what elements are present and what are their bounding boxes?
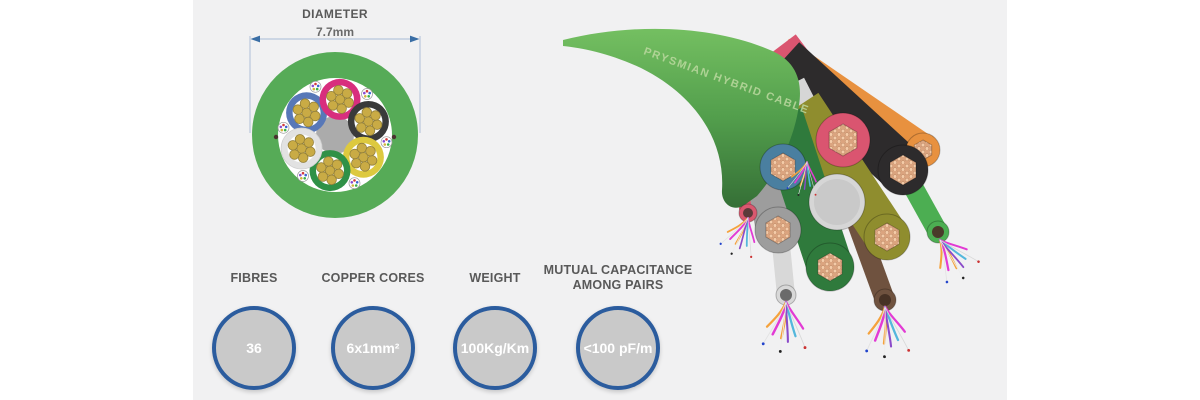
spec-circle: 100Kg/Km [453, 306, 537, 390]
spec-label: FIBRES [230, 270, 278, 285]
diameter-label: DIAMETER [302, 7, 368, 21]
cap-pink [815, 112, 871, 168]
core-black [347, 101, 389, 142]
spec-badge-copper-cores: COPPER CORES 6x1mm² [293, 256, 453, 390]
cap-brown-mini [873, 288, 897, 312]
spec-label: COPPER CORES [321, 270, 425, 285]
spec-circle: <100 pF/m [576, 306, 660, 390]
core-yellow [342, 136, 384, 178]
hybrid-cable-3d-render: PRYSMIAN HYBRID CABLE [563, 28, 984, 362]
spec-badge-fibres: FIBRES 36 [174, 256, 334, 390]
core-pink [319, 78, 361, 120]
ripcord-right [391, 134, 397, 140]
cap-green [805, 242, 855, 292]
cap-olive [863, 213, 911, 261]
spec-value: 6x1mm² [346, 340, 400, 356]
cross-section-graphic [252, 52, 418, 218]
spec-badge-weight: WEIGHT 100Kg/Km [415, 256, 575, 390]
central-filler [316, 116, 354, 154]
cap-black [877, 144, 929, 196]
spec-value: 100Kg/Km [460, 340, 530, 356]
cap-gray [754, 206, 802, 254]
spec-badge-mutual-capacitance: MUTUAL CAPACITANCE AMONG PAIRS <100 pF/m [538, 256, 698, 390]
cap-silver [808, 173, 866, 231]
spec-circle: 6x1mm² [331, 306, 415, 390]
ripcord-left [273, 134, 279, 140]
spec-label: WEIGHT [469, 270, 521, 285]
core-blue [286, 92, 328, 134]
spec-value: <100 pF/m [583, 340, 653, 356]
spec-circle: 36 [212, 306, 296, 390]
dimension-line [249, 35, 421, 133]
core-green [309, 150, 351, 192]
core-caps [738, 112, 950, 312]
cable-cross-section-diagram [249, 35, 421, 218]
cap-blue [759, 143, 807, 191]
core-white [280, 127, 323, 170]
diameter-value: 7.7mm [315, 25, 355, 39]
cap-green-mini [926, 220, 950, 244]
spec-label: MUTUAL CAPACITANCE AMONG PAIRS [543, 263, 693, 292]
spec-value: 36 [246, 340, 262, 356]
